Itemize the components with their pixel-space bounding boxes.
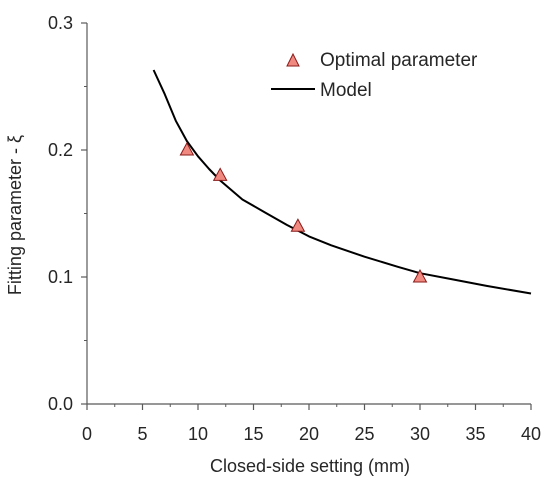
y-tick-label: 0.2: [48, 140, 73, 160]
model-line: [152, 69, 532, 295]
legend-label-model: Model: [320, 80, 372, 101]
data-point-triangle: [290, 218, 306, 232]
legend-label-optimal-parameter: Optimal parameter: [320, 50, 478, 71]
x-tick-label: 35: [465, 424, 485, 444]
legend-marker-optimal-parameter: [286, 52, 300, 67]
y-tick-label: 0.3: [48, 13, 73, 33]
legend: Optimal parameter Model: [271, 50, 478, 101]
data-point-triangle: [179, 141, 195, 156]
data-point-triangle: [412, 268, 428, 283]
x-tick-label: 25: [354, 424, 374, 444]
y-tick-label: 0.1: [48, 267, 73, 287]
x-tick-label: 5: [137, 424, 147, 444]
x-tick-label: 10: [188, 424, 208, 444]
x-axis-title: Closed-side setting (mm): [210, 456, 410, 476]
chart-marks: [152, 69, 532, 295]
axes: 0 5 10 15 20 25 30 35 40 0.0 0.1 0.2 0.3: [48, 13, 541, 444]
x-tick-label: 15: [243, 424, 263, 444]
y-tick-label: 0.0: [48, 394, 73, 414]
x-tick-label: 40: [521, 424, 541, 444]
data-point-triangle: [212, 167, 228, 181]
y-axis-title: Fitting parameter - ξ: [5, 135, 25, 295]
x-tick-label: 0: [82, 424, 92, 444]
x-tick-label: 20: [299, 424, 319, 444]
x-tick-label: 30: [410, 424, 430, 444]
